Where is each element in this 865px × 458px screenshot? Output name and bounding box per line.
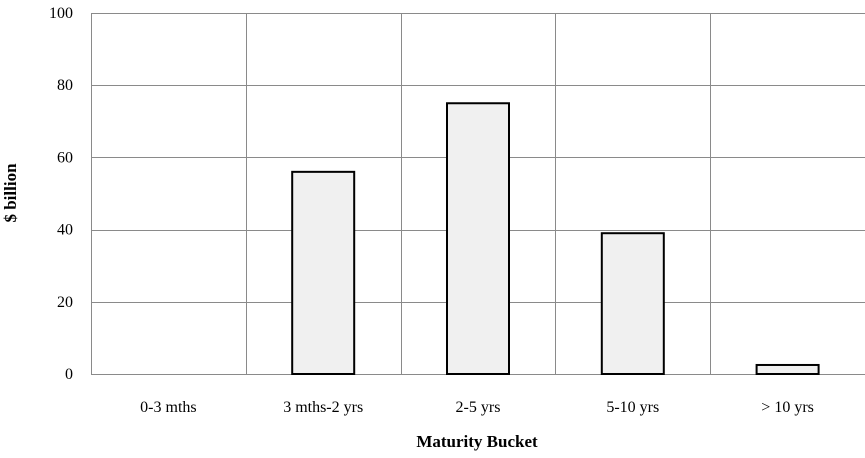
bar (755, 363, 820, 376)
bars (291, 102, 820, 376)
y-tick-label: 80 (57, 77, 73, 94)
x-tick-label: 2-5 yrs (456, 399, 501, 416)
x-tick-label: > 10 yrs (761, 399, 814, 416)
x-tick-labels: 0-3 mths 3 mths-2 yrs 2-5 yrs 5-10 yrs > 10 … (140, 399, 814, 416)
x-tick-label: 3 mths-2 yrs (283, 399, 363, 416)
y-axis-title: $ billion (1, 163, 20, 223)
y-tick-labels: 0 20 40 60 80 100 (49, 5, 73, 383)
y-tick-label: 0 (65, 366, 73, 383)
y-tick-label: 20 (57, 294, 73, 311)
y-tick-label: 100 (49, 5, 73, 22)
x-axis-title: Maturity Bucket (416, 432, 538, 451)
x-tick-label: 5-10 yrs (606, 399, 659, 416)
x-tick-label: 0-3 mths (140, 399, 196, 416)
bar (600, 232, 665, 375)
y-tick-label: 60 (57, 149, 73, 166)
y-tick-label: 40 (57, 222, 73, 239)
bar (446, 102, 510, 375)
bar (291, 170, 356, 375)
